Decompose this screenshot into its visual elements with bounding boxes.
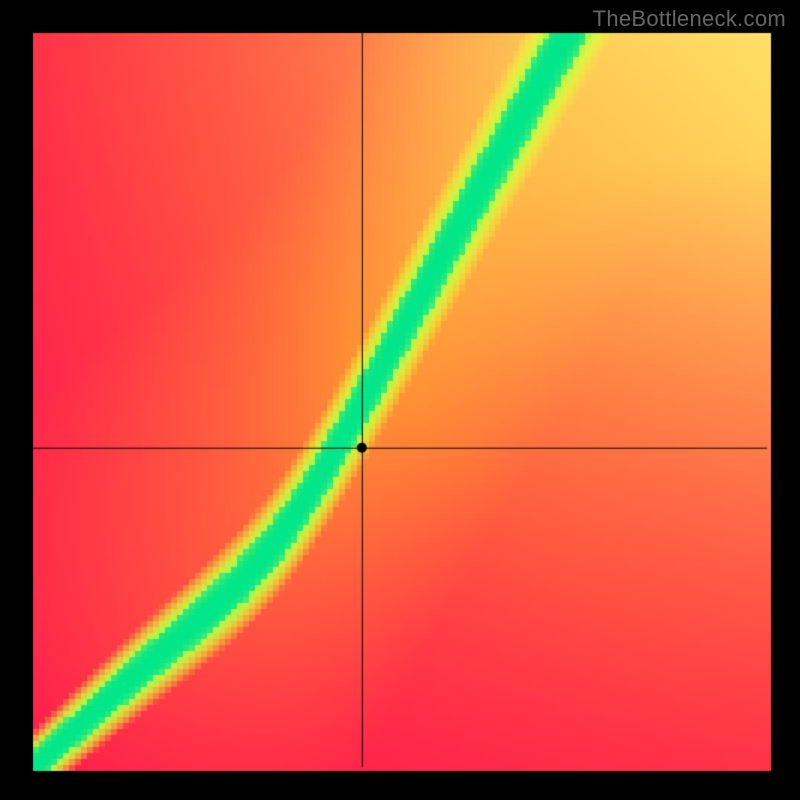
watermark-text: TheBottleneck.com: [593, 6, 786, 32]
bottleneck-heatmap: [0, 0, 800, 800]
